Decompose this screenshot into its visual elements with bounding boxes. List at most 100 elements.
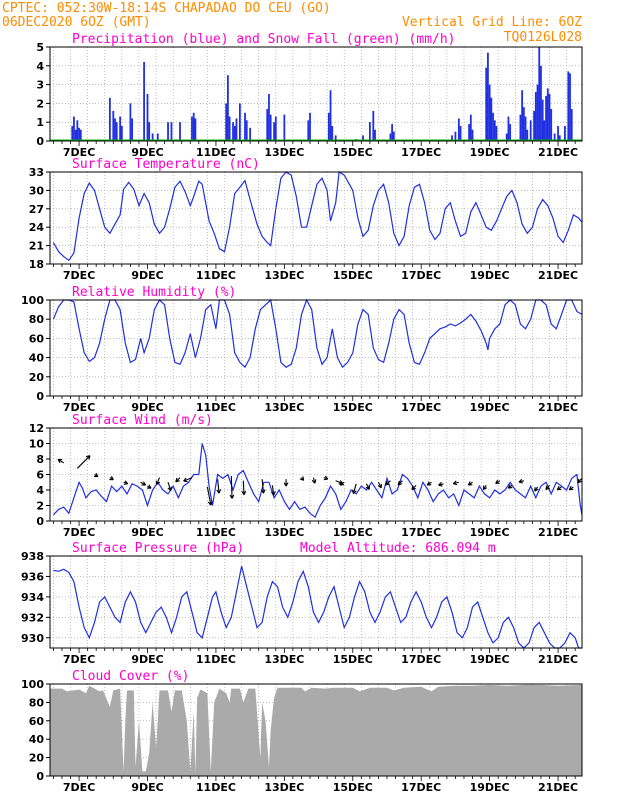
y-tick-label: 20	[29, 752, 45, 765]
precip-bar	[170, 122, 173, 141]
x-tick-label: 15DEC	[333, 781, 373, 794]
y-tick-label: 5	[36, 41, 44, 54]
panel-frame	[49, 555, 583, 649]
y-tick-label: 10	[29, 438, 45, 451]
wind-arrow	[323, 475, 329, 481]
wind-arrow	[397, 480, 403, 486]
wind-arrow	[507, 484, 513, 489]
y-tick-label: 936	[21, 570, 44, 583]
x-tick-label: 17DEC	[401, 653, 441, 666]
pres-line	[53, 566, 582, 649]
header-code: TQ0126L028	[504, 30, 582, 45]
y-tick-label: 938	[21, 550, 44, 563]
precip-bar	[368, 122, 371, 141]
x-tick-label: 17DEC	[401, 269, 441, 282]
wind-arrow	[377, 482, 382, 489]
precip-bar	[543, 120, 546, 141]
precip-bar	[492, 112, 494, 141]
y-tick-label: 80	[29, 696, 45, 709]
precip-bar	[533, 110, 536, 141]
panel-rh: Relative Humidity (%) 0 20 40 60 80 100 7DEC 9DE…	[21, 285, 583, 414]
wind-line	[52, 443, 583, 519]
y-tick-label: 40	[29, 733, 45, 746]
precip-bar	[76, 120, 79, 141]
x-tick-label: 9DEC	[131, 781, 163, 794]
y-tick-label: 2	[36, 500, 44, 513]
precip-bar	[146, 94, 149, 141]
x-tick-label: 13DEC	[264, 269, 304, 282]
wind-arrow	[534, 486, 539, 492]
y-tick-label: 932	[21, 611, 44, 624]
precip-bar	[191, 116, 193, 141]
y-tick-label: 8	[36, 453, 44, 466]
x-tick-label: 7DEC	[63, 781, 95, 794]
precip-bar	[268, 94, 270, 141]
precip-bar	[545, 95, 547, 141]
x-tick-label: 11DEC	[196, 526, 236, 539]
panel-temp: Surface Temperature (nC) 18 21 24 27 30 33 7DEC…	[29, 157, 583, 282]
wind-arrow	[365, 483, 370, 490]
wind-arrow	[568, 485, 574, 491]
y-tick-label: 24	[29, 221, 45, 234]
precip-bar	[156, 133, 159, 141]
precip-bar	[309, 112, 311, 141]
header-vgrid: Vertical Grid Line: 6OZ	[402, 15, 582, 30]
precip-bar	[114, 118, 116, 141]
x-tick-label: 13DEC	[264, 401, 304, 414]
x-tick-label: 21DEC	[538, 526, 578, 539]
x-tick-label: 17DEC	[401, 401, 441, 414]
precip-bar	[490, 97, 493, 141]
precip-bar	[167, 122, 169, 141]
x-tick-label: 7DEC	[63, 653, 95, 666]
x-tick-label: 9DEC	[131, 653, 163, 666]
wind-arrow	[155, 477, 161, 486]
header-line1: CPTEC: 052:30W-18:14S CHAPADAO DO CEU (G…	[2, 1, 331, 16]
x-tick-label: 17DEC	[401, 146, 441, 159]
precip-bar	[233, 125, 236, 141]
precip-bar	[143, 62, 145, 141]
x-tick-label: 9DEC	[131, 526, 163, 539]
precip-bar	[232, 122, 234, 141]
x-tick-label: 9DEC	[131, 146, 163, 159]
precip-bar	[331, 125, 334, 141]
precip-bar	[454, 131, 457, 141]
x-tick-label: 21DEC	[538, 653, 578, 666]
y-tick-label: 0	[36, 770, 44, 783]
x-tick-label: 13DEC	[264, 781, 304, 794]
panel-frame	[49, 171, 583, 265]
precip-bar	[79, 129, 82, 141]
wind-arrow	[299, 476, 305, 481]
precip-bar	[541, 99, 544, 141]
wind-arrow	[426, 481, 432, 486]
wind-arrow	[93, 472, 99, 478]
precip-bar	[334, 135, 337, 141]
wind-arrow	[467, 481, 473, 486]
x-tick-label: 19DEC	[470, 526, 510, 539]
precip-bar	[71, 125, 74, 141]
y-tick-label: 100	[21, 294, 44, 307]
precip-bar	[534, 92, 537, 141]
wind-arrow	[518, 478, 524, 484]
precip-bar	[374, 129, 376, 141]
temp-line	[52, 170, 583, 262]
panel-cloud: Cloud Cover (%) 0 20 40 60 80 100 7DEC 9DEC 11DEC…	[21, 669, 583, 794]
y-tick-label: 18	[29, 258, 44, 271]
x-tick-label: 13DEC	[264, 526, 304, 539]
panel-title-precip: Precipitation (blue) and Snow Fall (gree…	[72, 32, 456, 47]
x-tick-label: 19DEC	[470, 146, 510, 159]
precip-bar	[558, 135, 561, 141]
precip-bar	[391, 124, 394, 141]
y-tick-label: 1	[36, 116, 44, 129]
panel-title-cloud: Cloud Cover (%)	[72, 669, 189, 684]
panel-title-pres: Surface Pressure (hPa)	[72, 541, 244, 556]
x-tick-label: 7DEC	[63, 526, 95, 539]
wind-arrow	[577, 477, 583, 484]
wind-arrow	[57, 458, 64, 464]
precip-bar	[179, 122, 181, 141]
y-tick-label: 0	[36, 390, 44, 403]
x-tick-label: 19DEC	[470, 653, 510, 666]
x-tick-label: 11DEC	[196, 781, 236, 794]
x-tick-label: 19DEC	[470, 401, 510, 414]
precip-bar	[112, 110, 115, 141]
precip-bar	[235, 118, 238, 141]
